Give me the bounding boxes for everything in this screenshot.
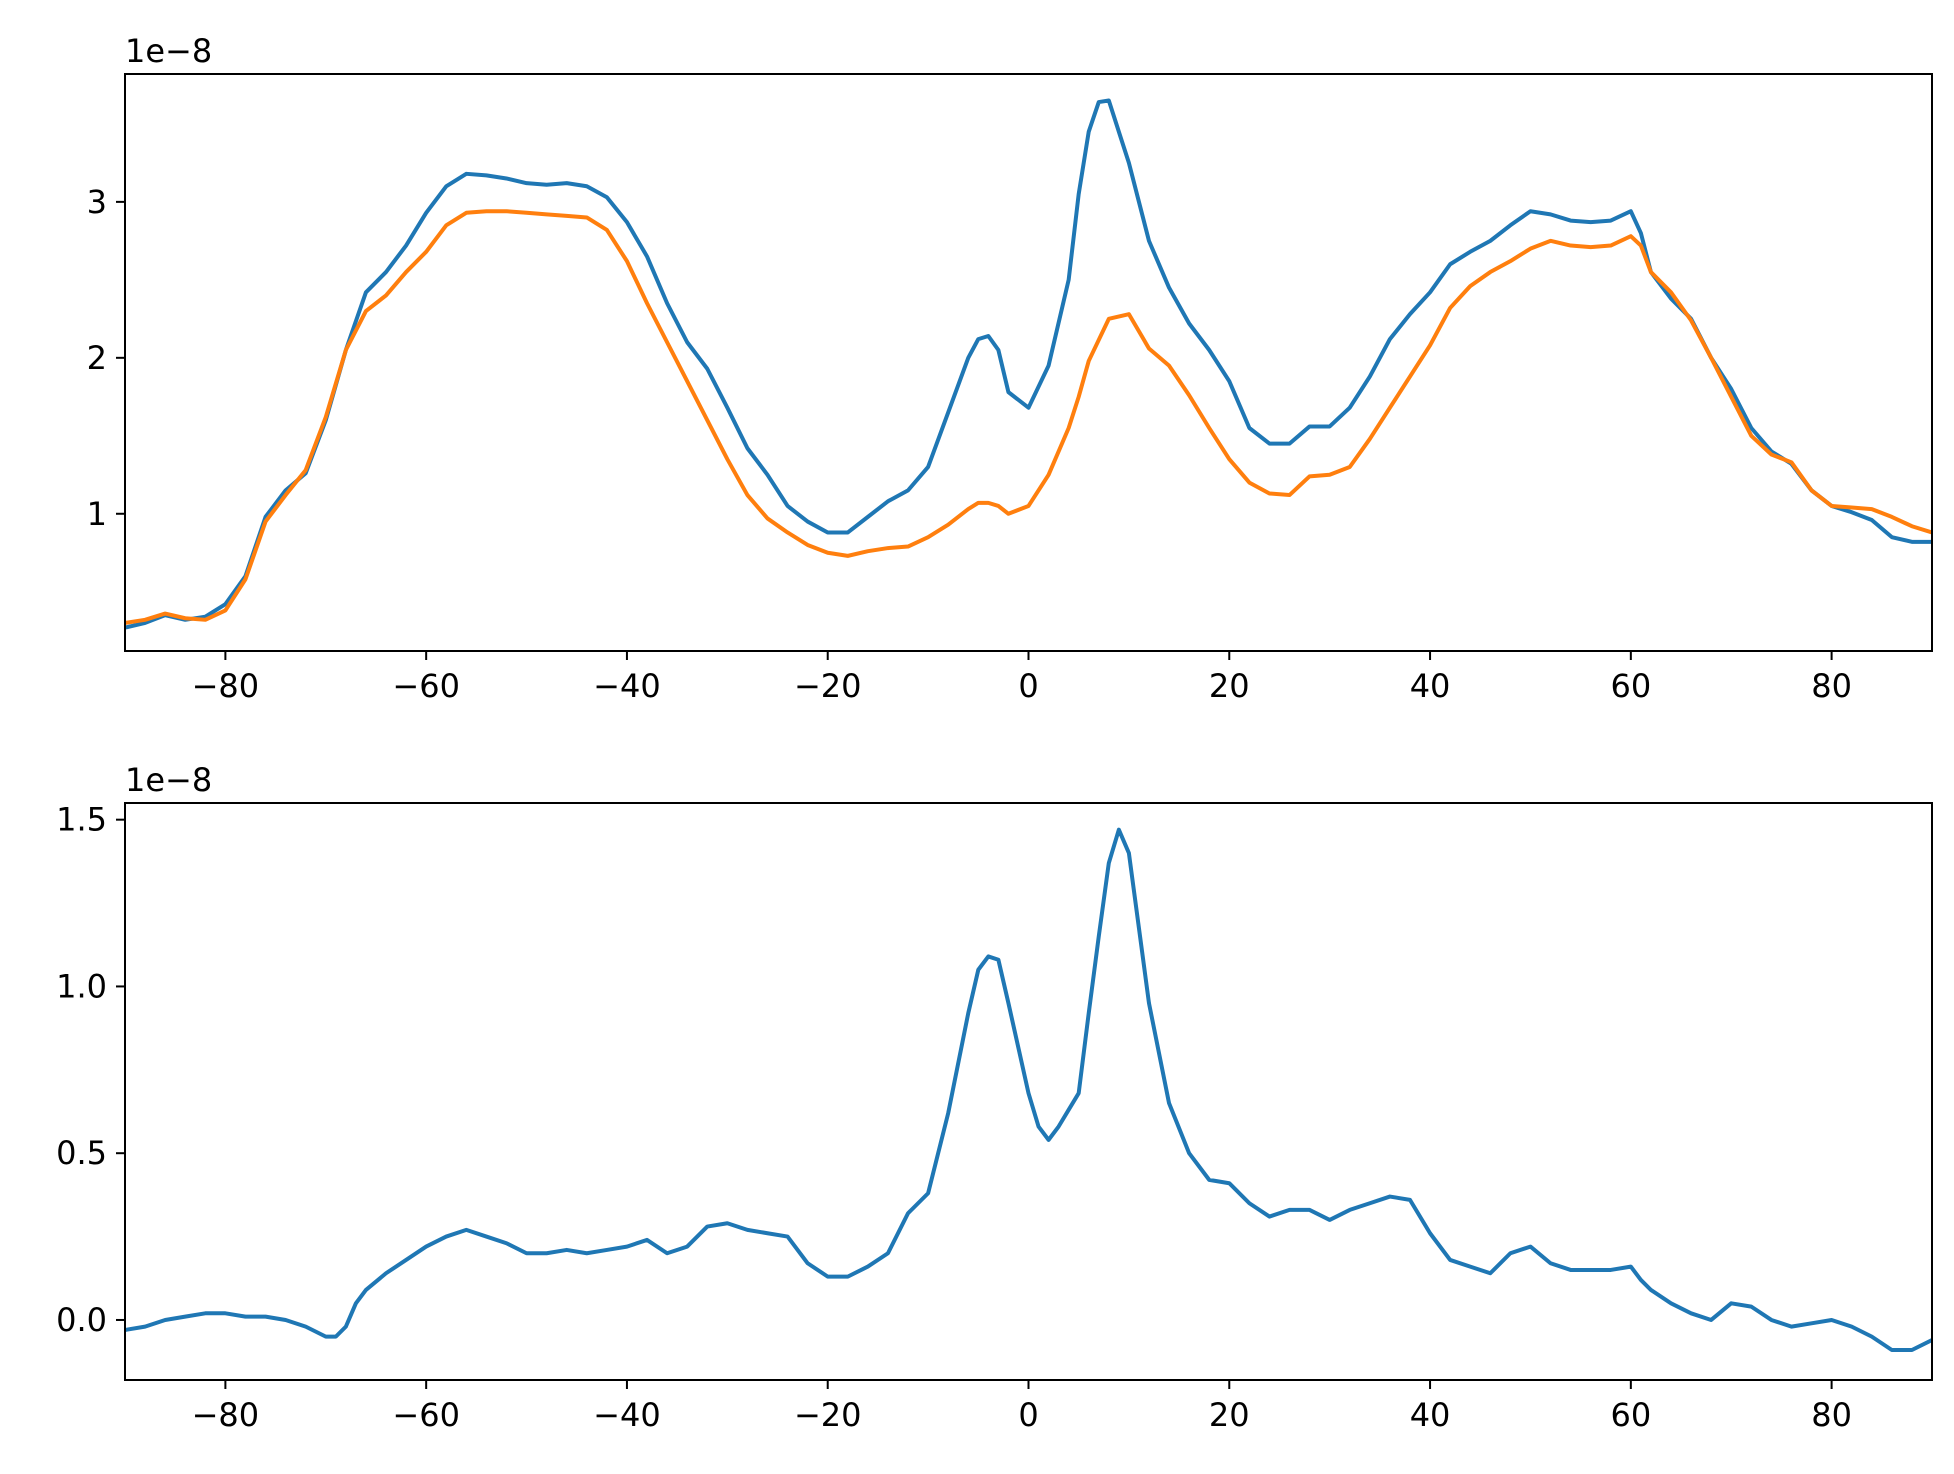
x-tick-label: 20 xyxy=(1209,1396,1250,1434)
y-tick-label: 0.0 xyxy=(56,1301,107,1339)
y-tick-label: 2 xyxy=(87,339,107,377)
y-tick-label: 1.5 xyxy=(56,801,107,839)
y-tick-label: 1.0 xyxy=(56,967,107,1005)
series-line-1 xyxy=(125,827,1932,1352)
y-tick-label: 3 xyxy=(87,183,107,221)
x-tick-label: −20 xyxy=(794,667,862,705)
x-tick-label: 60 xyxy=(1610,667,1651,705)
x-tick-label: 80 xyxy=(1811,667,1852,705)
x-tick-label: −40 xyxy=(593,1396,661,1434)
y-tick-label: 0.5 xyxy=(56,1134,107,1172)
x-tick-label: 40 xyxy=(1410,667,1451,705)
x-tick-label: −80 xyxy=(192,1396,260,1434)
y-offset-label: 1e−8 xyxy=(125,32,212,70)
x-tick-label: −20 xyxy=(794,1396,862,1434)
x-tick-label: 80 xyxy=(1811,1396,1852,1434)
x-tick-label: 20 xyxy=(1209,667,1250,705)
x-tick-label: 60 xyxy=(1610,1396,1651,1434)
y-offset-label: 1e−8 xyxy=(125,761,212,799)
series-line-1 xyxy=(125,98,1932,630)
x-tick-label: 0 xyxy=(1018,1396,1038,1434)
x-tick-label: −80 xyxy=(192,667,260,705)
x-tick-label: 0 xyxy=(1018,667,1038,705)
y-tick-label: 1 xyxy=(87,495,107,533)
series-line-2 xyxy=(125,209,1932,625)
x-tick-label: −60 xyxy=(392,1396,460,1434)
top-line-chart: −80 −60 −40 −20 0 20 40 60 80 1 2 3 1e−8 xyxy=(87,32,1933,705)
x-tick-label: −60 xyxy=(392,667,460,705)
x-tick-label: −40 xyxy=(593,667,661,705)
x-tick-label: 40 xyxy=(1410,1396,1451,1434)
axes-frame xyxy=(124,73,1933,652)
bottom-line-chart: −80 −60 −40 −20 0 20 40 60 80 0.0 0.5 1.0 1.5 1e−8 xyxy=(56,761,1933,1434)
